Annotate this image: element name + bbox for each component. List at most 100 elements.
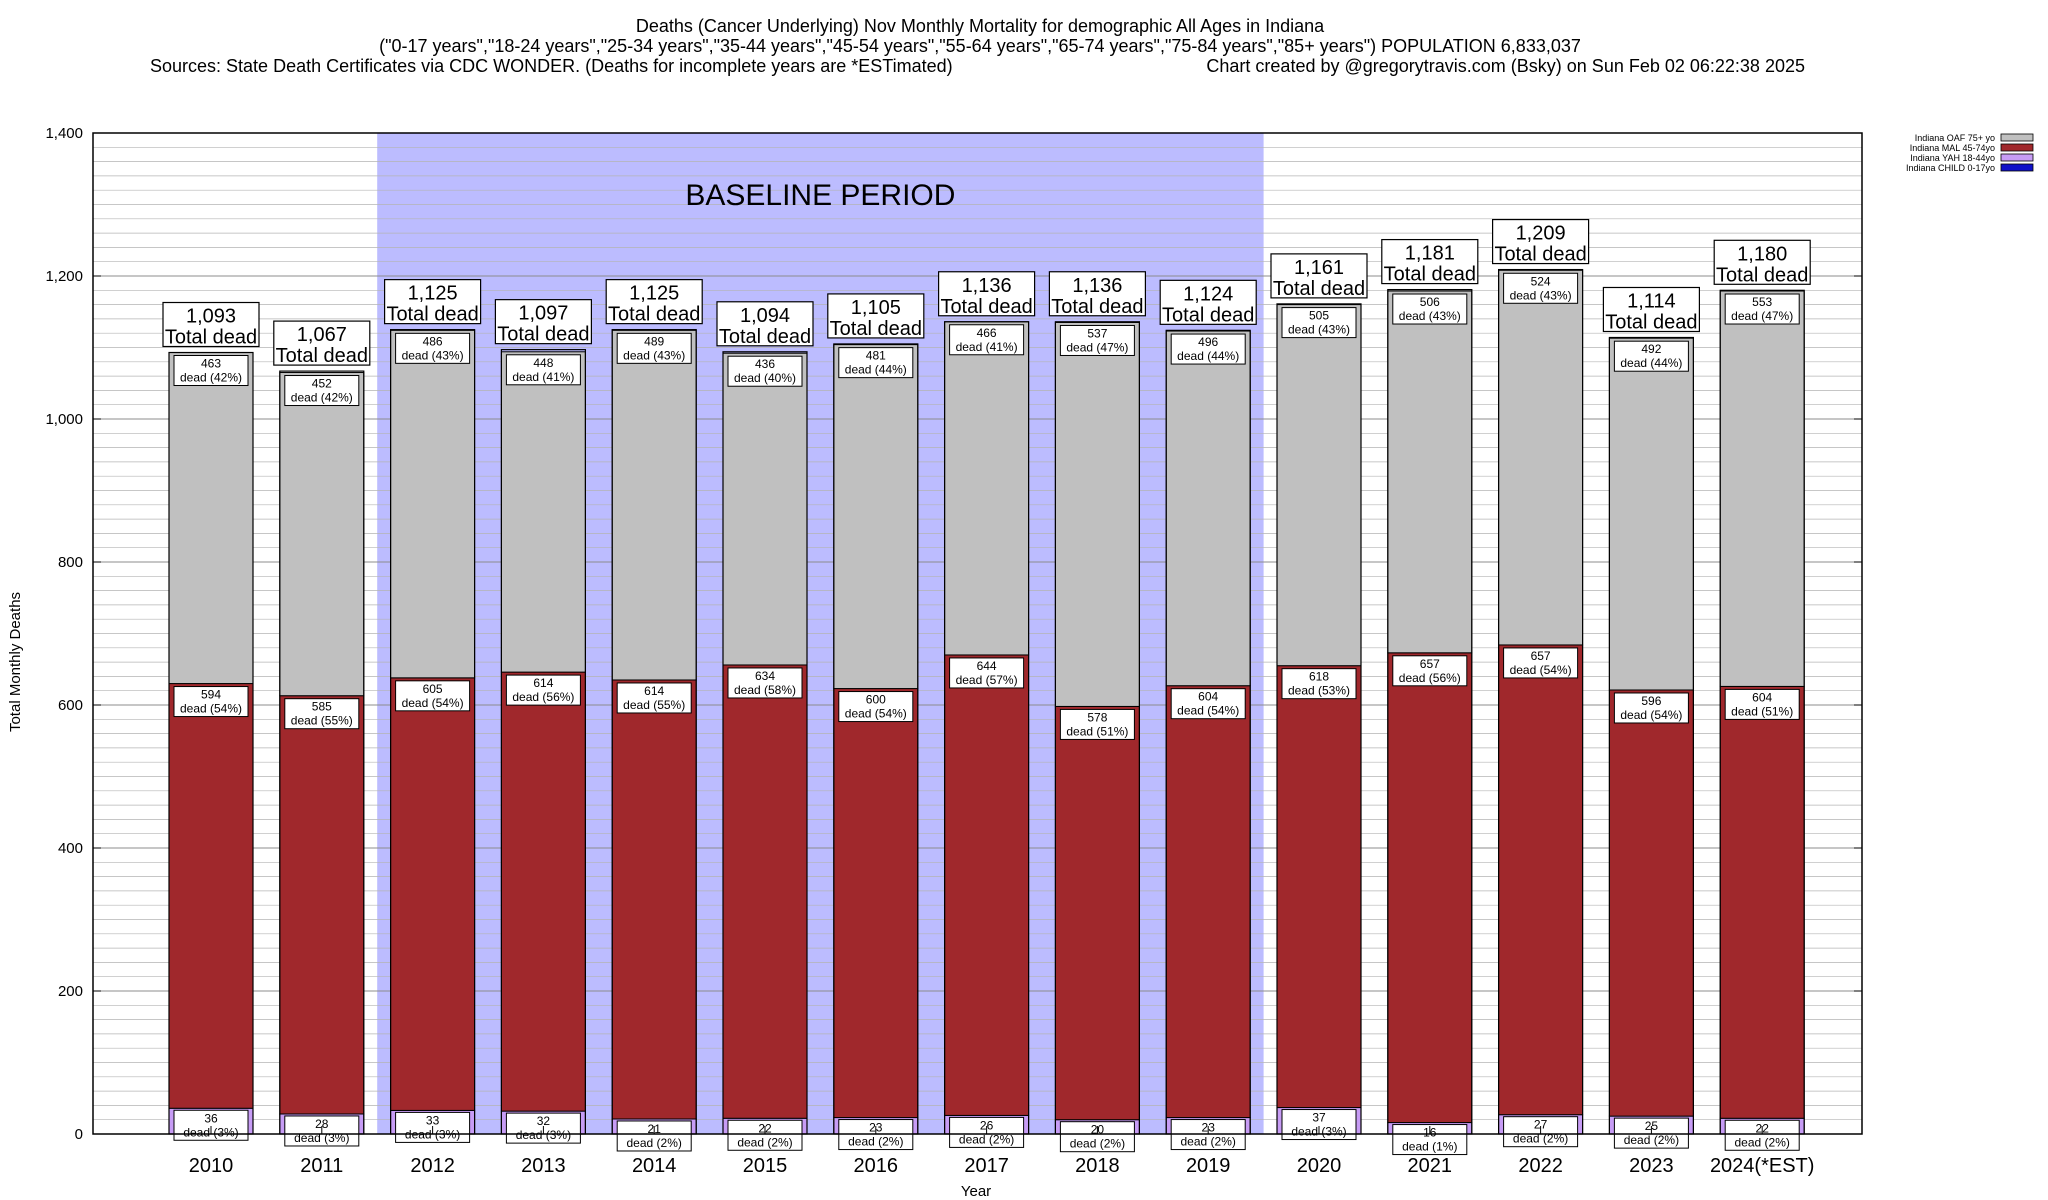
total-label: 1,124 Total dead xyxy=(1162,283,1254,326)
total-label-box xyxy=(494,299,592,345)
y-tick-label: 800 xyxy=(58,554,83,571)
bar-segment xyxy=(833,344,919,690)
data-label-box xyxy=(727,355,803,387)
x-axis-label: Year xyxy=(961,1183,991,1200)
x-tick-label: 2013 xyxy=(521,1155,566,1177)
data-label: 436 dead (40%) xyxy=(734,357,796,385)
data-label-box xyxy=(727,1119,803,1151)
total-label: 1,125 Total dead xyxy=(608,283,700,326)
bar-segment xyxy=(1165,330,1251,687)
total-label-box xyxy=(1159,279,1257,325)
total-label-box xyxy=(1602,286,1701,333)
x-tick-label: 2012 xyxy=(410,1155,455,1177)
bar-group: 20 dead (2%)578 dead (51%)537 dead (47%)1,1… xyxy=(1048,271,1147,1153)
data-label: 614 dead (55%) xyxy=(623,684,685,712)
total-label-box xyxy=(716,301,814,347)
data-label-box xyxy=(173,1109,249,1141)
data-label-box xyxy=(1724,1119,1800,1151)
bar-group: 22 dead (2%)604 dead (51%)553 dead (47%)1,1… xyxy=(1713,239,1811,1151)
data-label-box xyxy=(395,332,471,364)
legend-swatch xyxy=(2000,143,2034,152)
data-label: 32 dead (3%) xyxy=(516,1114,571,1142)
data-label: 614 dead (56%) xyxy=(512,676,574,704)
data-label-box xyxy=(1724,688,1800,720)
total-label: 1,093 Total dead xyxy=(165,306,257,349)
total-label: 1,161 Total dead xyxy=(1273,257,1365,300)
data-label-box xyxy=(173,355,249,387)
legend-label: Indiana OAF 75+ yo xyxy=(1915,133,1995,143)
plot-area: BASELINE PERIOD 0 200 400 600 800 1,000 1,200 1,… xyxy=(45,125,1863,1177)
data-label: 452 dead (42%) xyxy=(291,377,353,405)
data-label: 506 dead (43%) xyxy=(1399,295,1461,323)
bar-group: 26 dead (2%) 644 dead (57%) 466 dead (41%) 1,1… xyxy=(937,271,1036,1148)
data-label: 26 dead (2%) xyxy=(959,1118,1014,1146)
data-label-box xyxy=(616,1120,692,1152)
total-label-box xyxy=(605,279,703,325)
data-label: 657 dead (56%) xyxy=(1399,657,1461,685)
bar-segment xyxy=(168,683,254,1109)
bar-segment xyxy=(500,351,586,673)
bar-group: 22 dead (2%) 634 dead (58%) 436 dead (40%) 1,0… xyxy=(716,301,814,1151)
total-label: 1,209 Total dead xyxy=(1494,223,1586,266)
total-label: 1,097 Total dead xyxy=(497,303,589,346)
data-label-box xyxy=(1281,668,1357,700)
bar-segment xyxy=(1498,644,1584,1116)
y-tick-label: 400 xyxy=(58,840,83,857)
legend-swatch xyxy=(2000,133,2034,142)
x-tick-label: 2017 xyxy=(964,1155,1009,1177)
data-label: 16 dead (1%) xyxy=(1402,1126,1457,1154)
bar-segment xyxy=(1387,290,1473,654)
baseline-period-label: BASELINE PERIOD xyxy=(685,179,955,212)
data-label: 466 dead (41%) xyxy=(956,326,1018,354)
total-label: 1,067 Total dead xyxy=(276,324,368,367)
data-label-box xyxy=(1170,333,1246,365)
bar-group: 37 dead (3%)618 dead (53%)505 dead (43%)1,1… xyxy=(1270,253,1368,1141)
data-label-box xyxy=(505,354,581,386)
x-tick-label: 2015 xyxy=(743,1155,788,1177)
data-label-box xyxy=(1503,647,1579,679)
x-tick-label: 2023 xyxy=(1629,1155,1674,1177)
legend-swatch xyxy=(2000,153,2034,162)
data-label: 585 dead (55%) xyxy=(291,700,353,728)
bar-segment xyxy=(390,677,476,1111)
data-label: 594 dead (54%) xyxy=(180,688,242,716)
data-label-box xyxy=(1170,688,1246,720)
data-label: 644 dead (57%) xyxy=(956,659,1018,687)
data-label-box xyxy=(616,682,692,714)
total-label: 1,114 Total dead xyxy=(1605,290,1697,333)
data-label: 481 dead (44%) xyxy=(845,349,907,377)
bar-group: 36 dead (3%)594 dead (54%)463 dead (42%)1,0… xyxy=(162,301,260,1141)
data-label-box xyxy=(616,332,692,364)
data-label: 578 dead (51%) xyxy=(1066,710,1128,738)
data-label: 604 dead (54%) xyxy=(1177,690,1239,718)
bar-group: 25 dead (2%)596 dead (54%)492 dead (44%)1,1… xyxy=(1602,286,1701,1149)
bar-segment xyxy=(1498,269,1584,646)
total-label-box xyxy=(162,301,260,348)
legend-label: Indiana MAL 45-74yo xyxy=(1910,143,1995,153)
total-label: 1,180 Total dead xyxy=(1716,243,1808,286)
total-label-box xyxy=(1381,238,1479,285)
bar-segment xyxy=(833,688,919,1119)
data-label-box xyxy=(284,375,360,407)
x-tick-label: 2018 xyxy=(1075,1155,1120,1177)
data-label-box xyxy=(1392,655,1468,687)
data-label: 486 dead (43%) xyxy=(402,334,464,362)
data-label: 596 dead (54%) xyxy=(1620,694,1682,722)
data-label: 22 dead (2%) xyxy=(737,1121,792,1149)
data-label: 605 dead (54%) xyxy=(402,682,464,710)
data-label: 27 dead (2%) xyxy=(1513,1118,1568,1146)
data-label: 604 dead (51%) xyxy=(1731,690,1793,718)
x-tick-label: 2022 xyxy=(1518,1155,1563,1177)
bar-segment xyxy=(1054,705,1140,1121)
bar-group: 33 dead (3%)605 dead (54%)486 dead (43%)1,1… xyxy=(384,279,482,1143)
total-label-box xyxy=(384,279,482,325)
data-label: 634 dead (58%) xyxy=(734,669,796,697)
y-tick-label: 200 xyxy=(58,983,83,1000)
bar-segment xyxy=(611,329,697,681)
total-label-box xyxy=(273,320,371,366)
bar-segment xyxy=(1719,685,1805,1119)
data-label: 496 dead (44%) xyxy=(1177,335,1239,363)
total-label-box xyxy=(1491,218,1590,265)
